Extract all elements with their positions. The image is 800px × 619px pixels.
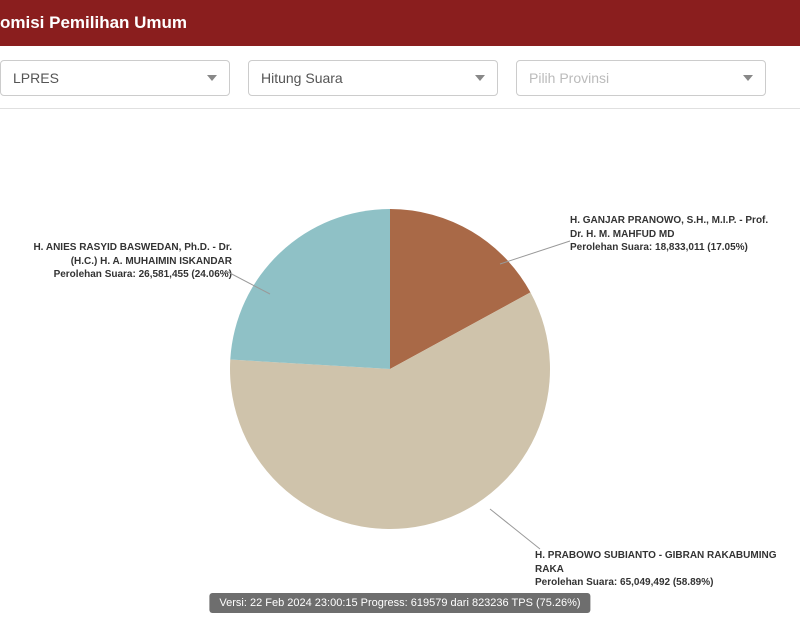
pie-chart xyxy=(230,209,550,529)
status-text: Versi: 22 Feb 2024 23:00:15 Progress: 61… xyxy=(219,597,580,609)
slice-label-anies: H. ANIES RASYID BASWEDAN, Ph.D. - Dr. (H… xyxy=(7,241,232,282)
province-dropdown[interactable]: Pilih Provinsi xyxy=(516,60,766,96)
slice-label-line: H. PRABOWO SUBIANTO - GIBRAN RAKABUMING … xyxy=(535,549,800,576)
province-dropdown-placeholder: Pilih Provinsi xyxy=(529,70,609,86)
slice-label-ganjar: H. GANJAR PRANOWO, S.H., M.I.P. - Prof. … xyxy=(570,214,795,255)
status-pill: Versi: 22 Feb 2024 23:00:15 Progress: 61… xyxy=(209,593,590,613)
chevron-down-icon xyxy=(743,75,753,81)
slice-label-line: Perolehan Suara: 18,833,011 (17.05%) xyxy=(570,241,795,255)
slice-label-line: Perolehan Suara: 26,581,455 (24.06%) xyxy=(7,268,232,282)
chevron-down-icon xyxy=(207,75,217,81)
pie-slice-anies[interactable] xyxy=(230,209,390,369)
election-dropdown-value: LPRES xyxy=(13,70,59,86)
filter-bar: LPRES Hitung Suara Pilih Provinsi xyxy=(0,46,800,109)
slice-label-line: H. GANJAR PRANOWO, S.H., M.I.P. - Prof. xyxy=(570,214,795,228)
mode-dropdown-value: Hitung Suara xyxy=(261,70,343,86)
mode-dropdown[interactable]: Hitung Suara xyxy=(248,60,498,96)
slice-label-line: H. ANIES RASYID BASWEDAN, Ph.D. - Dr. xyxy=(7,241,232,255)
slice-label-line: (H.C.) H. A. MUHAIMIN ISKANDAR xyxy=(7,255,232,269)
slice-label-prabowo: H. PRABOWO SUBIANTO - GIBRAN RAKABUMING … xyxy=(535,549,800,590)
app-title: omisi Pemilihan Umum xyxy=(0,13,187,33)
chevron-down-icon xyxy=(475,75,485,81)
chart-area: H. ANIES RASYID BASWEDAN, Ph.D. - Dr. (H… xyxy=(0,109,800,619)
slice-label-line: Dr. H. M. MAHFUD MD xyxy=(570,228,795,242)
app-header: omisi Pemilihan Umum xyxy=(0,0,800,46)
slice-label-line: Perolehan Suara: 65,049,492 (58.89%) xyxy=(535,576,800,590)
election-dropdown[interactable]: LPRES xyxy=(0,60,230,96)
